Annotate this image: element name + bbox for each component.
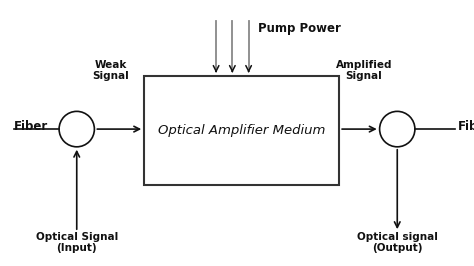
Text: Optical signal
(Output): Optical signal (Output) <box>357 232 438 253</box>
Ellipse shape <box>59 111 94 147</box>
Bar <box>144 76 339 185</box>
Text: Optical Amplifier Medium: Optical Amplifier Medium <box>158 124 325 137</box>
Text: Weak
Signal: Weak Signal <box>92 60 129 81</box>
Text: Fiber: Fiber <box>457 120 474 133</box>
Text: Optical Signal
(Input): Optical Signal (Input) <box>36 232 118 253</box>
Text: Amplified
Signal: Amplified Signal <box>336 60 392 81</box>
Text: Fiber: Fiber <box>14 120 48 133</box>
Ellipse shape <box>380 111 415 147</box>
Text: Pump Power: Pump Power <box>258 22 341 35</box>
